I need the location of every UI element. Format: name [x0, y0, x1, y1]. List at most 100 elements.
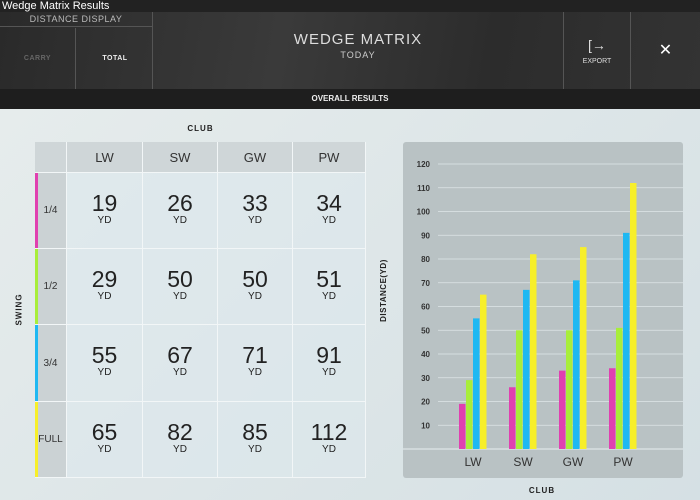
distance-unit: YD [322, 291, 336, 302]
bar-gw-2 [566, 330, 573, 449]
table-cell: 19 YD [67, 173, 143, 249]
y-tick-label: 50 [421, 326, 430, 335]
bar-pw-3 [623, 232, 630, 449]
distance-unit: YD [173, 444, 187, 455]
table-cell: 67 YD [143, 325, 218, 402]
y-tick-label: 30 [421, 374, 430, 383]
distance-unit: YD [173, 215, 187, 226]
distance-unit: YD [248, 215, 262, 226]
bar-lw-1 [459, 403, 466, 449]
row-header: 1/4 [35, 173, 67, 249]
x-tick-label: GW [563, 455, 584, 469]
distance-value: 82 [167, 419, 193, 445]
distance-value: 65 [91, 419, 118, 445]
table-cell: 85 YD [218, 402, 293, 478]
x-tick-label: SW [513, 455, 533, 469]
column-header: GW [218, 142, 293, 173]
export-button[interactable]: [→ EXPORT [563, 12, 631, 89]
wedge-matrix-table: LW SW GW PW 1/4 19 YD 26 YD 33 YD 34 YD 1/2 29 YD 50 YD 50… [35, 142, 366, 478]
distance-value: 33 [242, 190, 268, 216]
swing-color-indicator [35, 173, 38, 248]
table-cell: 50 YD [218, 249, 293, 325]
distance-display-label: DISTANCE DISPLAY [0, 12, 152, 27]
bar-sw-4 [530, 254, 537, 449]
bar-pw-2 [616, 327, 623, 449]
table-cell: 55 YD [67, 325, 143, 402]
swing-label: 1/4 [43, 205, 58, 216]
y-tick-label: 10 [421, 421, 430, 430]
table-swing-label: SWING [14, 293, 24, 326]
distance-value: 50 [167, 266, 193, 292]
table-corner [35, 142, 67, 173]
distance-unit: YD [322, 215, 336, 226]
column-header: SW [143, 142, 218, 173]
bar-sw-1 [509, 387, 516, 449]
column-header: PW [293, 142, 366, 173]
distance-display: DISTANCE DISPLAY CARRY TOTAL [0, 12, 153, 89]
distance-unit: YD [248, 367, 262, 378]
table-cell: 29 YD [67, 249, 143, 325]
bar-chart: 10 20 30 40 50 60 70 80 90 100 110 120 LW SW GW PW [403, 160, 683, 469]
distance-unit: YD [173, 367, 187, 378]
distance-value: 67 [167, 342, 193, 368]
distance-unit: YD [322, 444, 336, 455]
table-club-label: CLUB [187, 124, 214, 133]
export-icon: [→ [588, 37, 606, 53]
page-subtitle: TODAY [340, 50, 376, 60]
table-cell: 91 YD [293, 325, 366, 402]
y-tick-label: 60 [421, 303, 430, 312]
distance-unit: YD [97, 291, 112, 302]
total-toggle[interactable]: TOTAL [102, 55, 128, 62]
swing-color-indicator [35, 249, 38, 324]
distance-value: 50 [242, 266, 268, 292]
distance-value: 34 [316, 190, 342, 216]
chart-y-label: DISTANCE(YD) [378, 259, 388, 322]
y-tick-label: 110 [417, 184, 430, 193]
table-cell: 34 YD [293, 173, 366, 249]
table-cell: 82 YD [143, 402, 218, 478]
bar-sw-2 [516, 330, 523, 449]
distance-value: 91 [316, 342, 342, 368]
bar-pw-4 [630, 183, 637, 449]
x-tick-label: LW [464, 455, 482, 469]
chart-x-label: CLUB [528, 486, 556, 495]
bar-sw-3 [523, 289, 530, 449]
y-tick-label: 100 [417, 208, 431, 217]
row-header: 3/4 [35, 325, 67, 402]
distance-unit: YD [173, 291, 187, 302]
distance-value: 55 [91, 342, 118, 368]
distance-unit: YD [248, 444, 262, 455]
swing-label: 3/4 [43, 357, 58, 369]
y-tick-label: 120 [417, 160, 431, 169]
distance-value: 85 [242, 419, 268, 445]
y-tick-label: 70 [421, 279, 430, 288]
table-cell: 50 YD [143, 249, 218, 325]
carry-toggle[interactable]: CARRY [0, 28, 76, 89]
distance-value: 71 [242, 342, 268, 368]
column-header: LW [67, 142, 143, 173]
row-header: FULL [35, 402, 67, 478]
distance-unit: YD [97, 215, 112, 226]
swing-label: FULL [38, 434, 63, 445]
header: DISTANCE DISPLAY CARRY TOTAL WEDGE MATRI… [0, 12, 700, 89]
distance-value: 19 [91, 190, 118, 216]
table-cell: 33 YD [218, 173, 293, 249]
swing-color-indicator [35, 325, 38, 401]
export-label: EXPORT [582, 58, 612, 65]
table-cell: 65 YD [67, 402, 143, 478]
x-tick-label: PW [613, 455, 633, 469]
table-cell: 26 YD [143, 173, 218, 249]
table-cell: 112 YD [293, 402, 366, 478]
distance-unit: YD [322, 367, 336, 378]
y-tick-label: 90 [421, 231, 430, 240]
y-tick-label: 20 [421, 398, 430, 407]
y-tick-label: 40 [421, 350, 430, 359]
close-button[interactable]: ✕ [631, 12, 700, 89]
y-tick-label: 80 [421, 255, 430, 264]
close-icon: ✕ [658, 42, 673, 59]
table-cell: 51 YD [293, 249, 366, 325]
window-title: Wedge Matrix Results [2, 0, 110, 12]
swing-label: 1/2 [43, 281, 58, 292]
table-cell: 71 YD [218, 325, 293, 402]
section-title: OVERALL RESULTS [0, 89, 700, 109]
